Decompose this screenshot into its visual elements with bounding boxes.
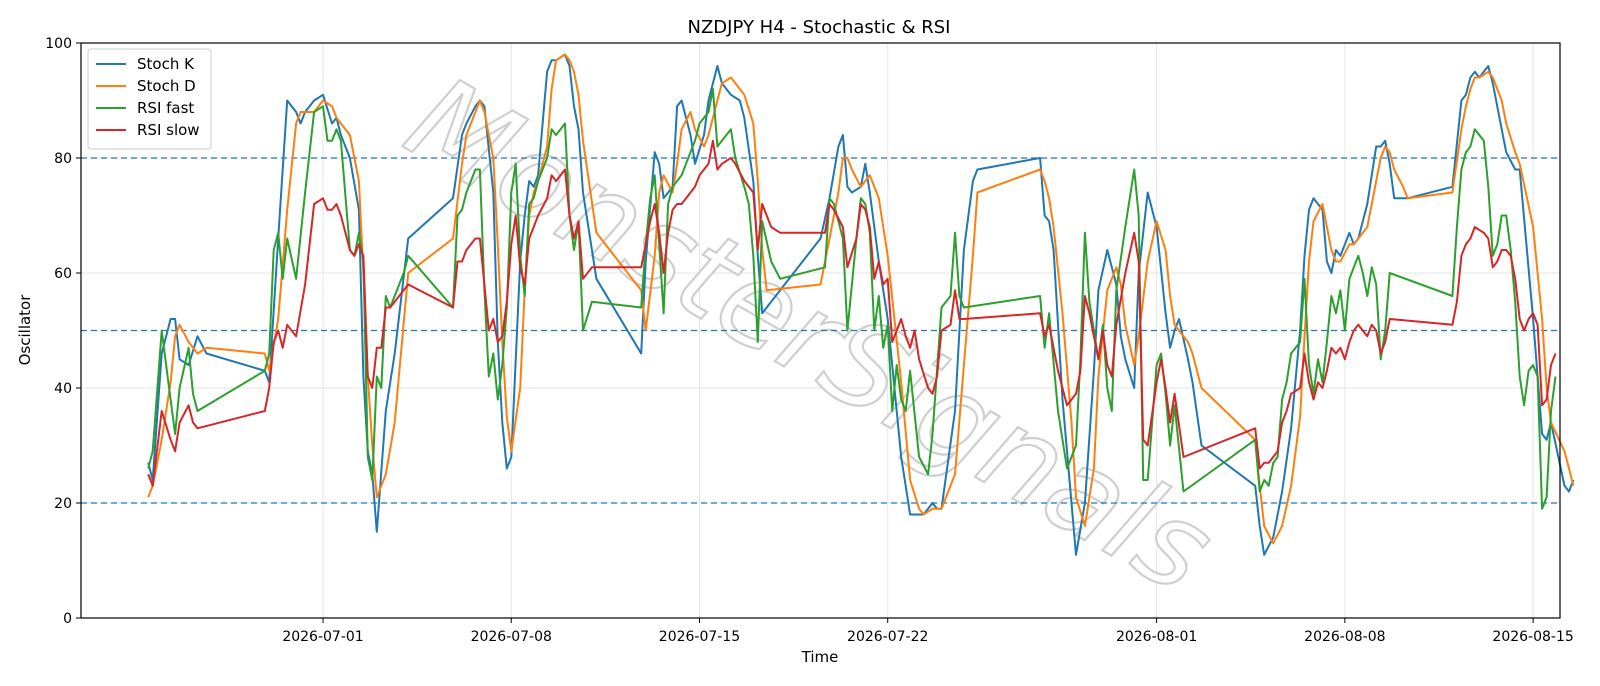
y-tick-label: 0: [63, 611, 72, 627]
y-axis: 0 20 40 60 80 100: [45, 36, 81, 627]
y-axis-label: Oscillator: [16, 294, 34, 366]
x-axis: 2026-07-01 2026-07-08 2026-07-15 2026-07-22…: [282, 618, 1574, 645]
reference-lines: [81, 157, 1560, 504]
legend-label: RSI slow: [137, 121, 200, 139]
x-tick-label: 2026-07-01: [282, 629, 363, 645]
x-tick-label: 2026-08-15: [1492, 629, 1573, 645]
x-tick-label: 2026-07-08: [471, 629, 552, 645]
legend-label: RSI fast: [137, 99, 194, 117]
legend-box: [87, 48, 212, 150]
legend-label: Stoch K: [137, 55, 195, 73]
plot-frame: [80, 42, 1561, 619]
y-tick-label: 80: [54, 151, 72, 167]
chart-title: NZDJPY H4 - Stochastic & RSI: [688, 17, 951, 38]
y-tick-label: 20: [54, 496, 72, 512]
series-line-rsi-fast: [147, 88, 1557, 510]
x-tick-label: 2026-07-22: [847, 629, 928, 645]
x-tick-label: 2026-08-01: [1116, 629, 1197, 645]
x-axis-label: Time: [801, 648, 839, 666]
y-tick-label: 40: [54, 381, 72, 397]
series-line-rsi-slow: [147, 139, 1557, 487]
y-tick-label: 60: [54, 266, 72, 282]
series-line-stoch-d: [147, 53, 1575, 545]
series-lines: [147, 53, 1575, 556]
legend: Stoch K Stoch D RSI fast RSI slow: [87, 48, 212, 150]
x-tick-label: 2026-07-15: [659, 629, 740, 645]
y-tick-label: 100: [45, 36, 72, 52]
x-tick-label: 2026-08-08: [1304, 629, 1385, 645]
legend-label: Stoch D: [137, 77, 196, 95]
